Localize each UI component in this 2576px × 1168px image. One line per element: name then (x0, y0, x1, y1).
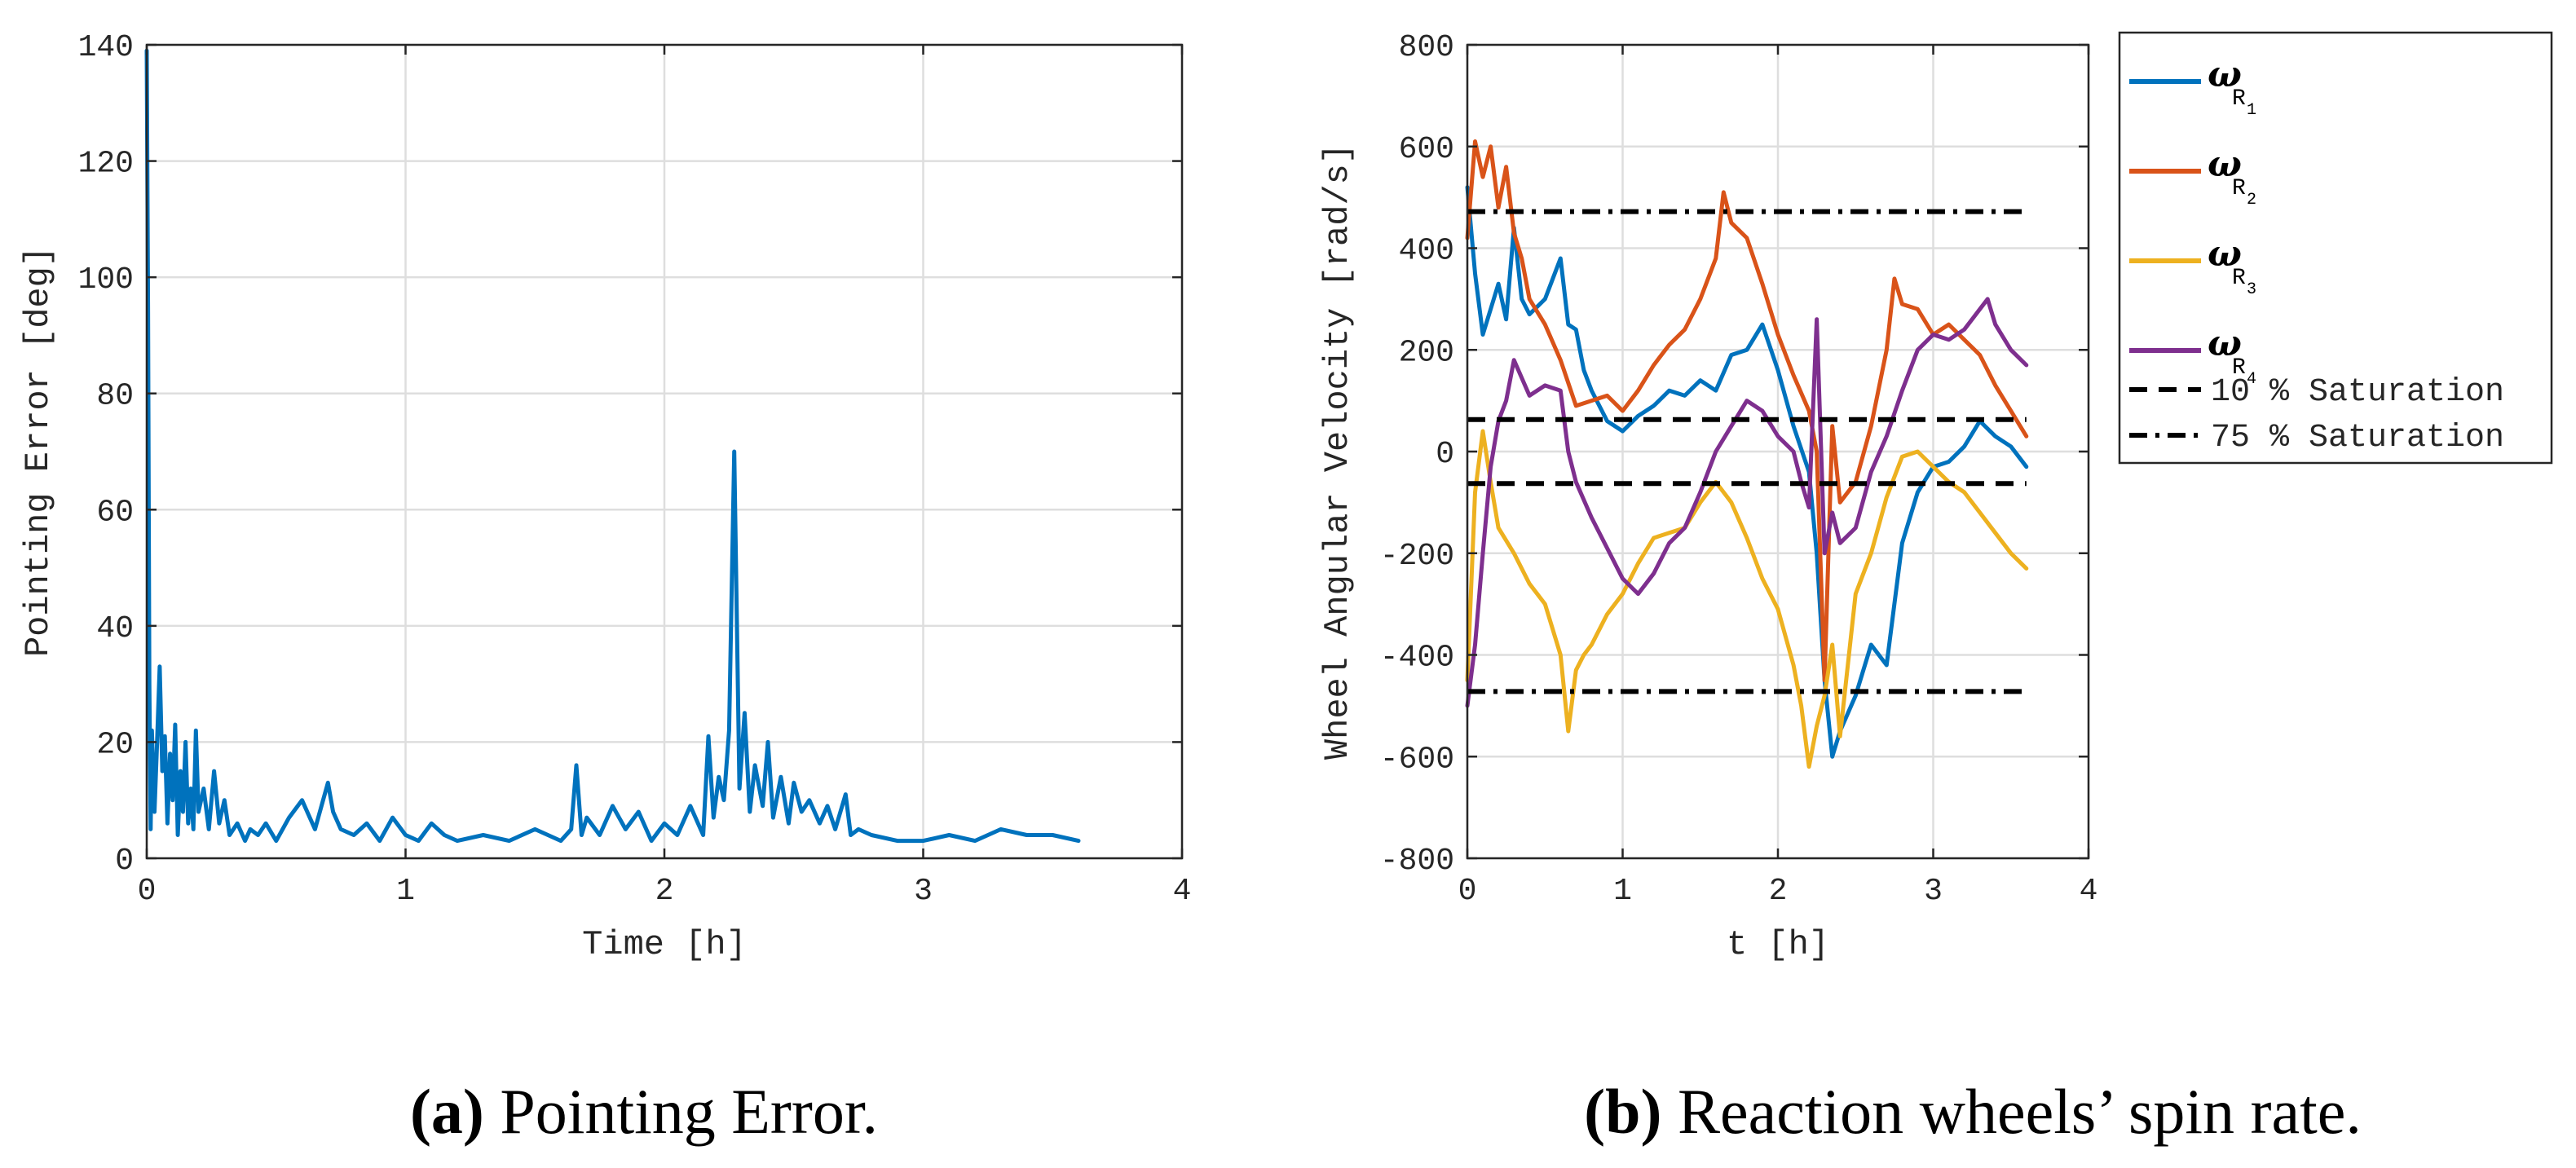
chart-wheel-velocity: 0 1 2 3 4 -800 -600 -400 -200 0 200 400 600 800 t [h]… (1318, 30, 2553, 1147)
y-tick-label: 20 (96, 727, 134, 762)
legend-omega-symbol: ω (2208, 323, 2242, 364)
x-tick-label: 1 (1613, 874, 1632, 909)
legend-omega-symbol: ω (2208, 233, 2242, 275)
legend-item-omega-r4: ωR 4 (2129, 323, 2256, 389)
legend-box (2118, 31, 2553, 465)
legend-subsubscript: 2 (2247, 191, 2256, 209)
x-tick-label: 2 (655, 874, 674, 909)
x-tick-label: 4 (1173, 874, 1192, 909)
y-tick-label: -200 (1380, 539, 1454, 574)
y-tick-label: 600 (1399, 132, 1454, 167)
y-tick-label: 80 (96, 379, 134, 414)
x-tick-label: 2 (1769, 874, 1788, 909)
legend-item-75-saturation: 75 % Saturation (2129, 420, 2504, 456)
y-tick-label: 100 (78, 262, 134, 298)
series-line-omega-r1 (1465, 185, 2029, 759)
y-tick-label: 40 (96, 611, 134, 646)
legend-subsubscript: 3 (2247, 280, 2256, 299)
grid-a (145, 43, 1184, 860)
legend-subsubscript: 1 (2247, 101, 2256, 120)
series-group-a (144, 48, 1081, 844)
y-tick-label: 60 (96, 495, 134, 530)
legend-subscript: R (2232, 355, 2246, 381)
caption-text-a: Pointing Error. (484, 1076, 878, 1147)
legend-omega-symbol: ω (2208, 143, 2242, 185)
caption-text-b: Reaction wheels’ spin rate. (1661, 1076, 2361, 1147)
y-axis-label-b: Wheel Angular Velocity [rad/s] (1318, 143, 1357, 760)
legend-subscript: R (2232, 86, 2246, 112)
ticks-b: 0 1 2 3 4 -800 -600 -400 -200 0 200 400 600 800 (1380, 30, 2098, 909)
x-tick-label: 4 (2080, 874, 2098, 909)
series-line-omega-r2 (1465, 139, 2029, 683)
x-tick-label: 1 (396, 874, 415, 909)
series-line-pointing-error (144, 48, 1081, 844)
caption-letter-a: (a) (410, 1076, 484, 1147)
y-tick-label: 0 (1436, 437, 1454, 472)
x-tick-label: 3 (914, 874, 933, 909)
x-tick-label: 3 (1924, 874, 1943, 909)
legend-item-omega-r2: ωR 2 (2129, 143, 2256, 209)
legend-item-omega-r1: ωR 1 (2129, 54, 2256, 120)
y-tick-label: -400 (1380, 641, 1454, 676)
y-tick-label: 400 (1399, 234, 1454, 269)
caption-b: (b) Reaction wheels’ spin rate. (1584, 1076, 2362, 1147)
y-tick-label: 120 (78, 147, 134, 182)
series-group-b (1465, 139, 2029, 769)
y-tick-label: -600 (1380, 742, 1454, 777)
y-tick-label: 800 (1399, 30, 1454, 65)
y-tick-label: 140 (78, 30, 134, 65)
y-axis-label-a: Pointing Error [deg] (19, 246, 58, 657)
legend-item-omega-r3: ωR 3 (2129, 233, 2256, 299)
legend-subscript: R (2232, 176, 2246, 201)
series-line-omega-r3 (1465, 429, 2029, 769)
series-line-omega-r4 (1465, 297, 2029, 708)
legend-label: 10 % Saturation (2211, 374, 2504, 411)
legend-subsubscript: 4 (2247, 370, 2256, 389)
legend-label: 75 % Saturation (2211, 420, 2504, 456)
y-tick-label: 200 (1399, 335, 1454, 370)
legend-omega-symbol: ω (2208, 54, 2242, 95)
y-tick-label: -800 (1380, 844, 1454, 879)
caption-a: (a) Pointing Error. (410, 1076, 878, 1147)
caption-letter-b: (b) (1584, 1076, 1661, 1147)
y-tick-label: 0 (115, 844, 134, 879)
x-tick-label: 0 (138, 874, 157, 909)
legend-subscript: R (2232, 266, 2246, 291)
grid-b (1466, 43, 2090, 860)
x-tick-label: 0 (1458, 874, 1477, 909)
legend-item-10-saturation: 10 % Saturation (2129, 374, 2504, 411)
x-axis-label-a: Time [h] (582, 925, 747, 964)
x-axis-label-b: t [h] (1727, 925, 1829, 964)
